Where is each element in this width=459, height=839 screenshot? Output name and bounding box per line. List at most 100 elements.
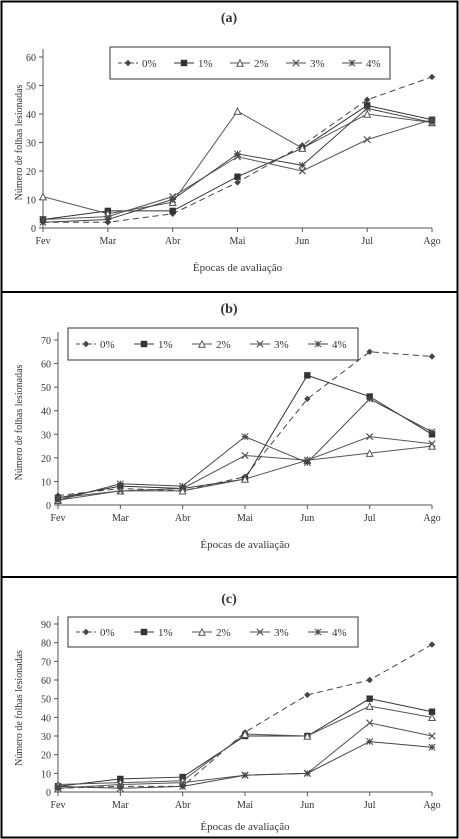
y-tick-label: 10 bbox=[41, 477, 51, 488]
data-point bbox=[234, 173, 241, 180]
data-point bbox=[298, 143, 307, 152]
y-tick-label: 60 bbox=[26, 53, 36, 64]
legend-label: 1% bbox=[158, 339, 173, 351]
series-4 bbox=[54, 738, 436, 792]
x-tick-label: Abr bbox=[175, 513, 191, 524]
y-tick-label: 70 bbox=[41, 657, 51, 668]
data-point bbox=[363, 96, 371, 103]
y-axis-label: Número de folhas lesionadas bbox=[14, 84, 25, 200]
legend-label: 4% bbox=[366, 58, 381, 70]
data-point bbox=[314, 340, 322, 348]
y-tick-label: 0 bbox=[46, 788, 51, 799]
data-point bbox=[363, 104, 371, 112]
x-tick-label: Jun bbox=[295, 236, 309, 247]
y-tick-label: 80 bbox=[41, 639, 51, 650]
data-point bbox=[428, 708, 436, 715]
data-point bbox=[116, 487, 124, 495]
y-tick-label: 30 bbox=[41, 430, 51, 441]
data-point bbox=[39, 218, 47, 226]
data-point bbox=[292, 59, 300, 67]
x-tick-label: Ago bbox=[423, 800, 440, 811]
data-point bbox=[233, 106, 242, 115]
data-point bbox=[140, 628, 148, 636]
x-tick-label: Fev bbox=[36, 236, 51, 247]
data-point bbox=[428, 743, 436, 751]
legend-label: 4% bbox=[332, 627, 347, 639]
x-tick-label: Jul bbox=[364, 513, 376, 524]
x-tick-label: Mar bbox=[112, 800, 129, 811]
data-point bbox=[116, 480, 124, 488]
legend: 0% 1% 2% 3% 4% bbox=[67, 616, 359, 648]
data-point bbox=[303, 731, 312, 740]
data-point bbox=[428, 353, 436, 360]
y-tick-label: 50 bbox=[41, 383, 51, 394]
legend-label: 3% bbox=[274, 627, 289, 639]
x-tick-label: Mai bbox=[237, 513, 253, 524]
data-point bbox=[54, 782, 62, 790]
y-tick-label: 10 bbox=[26, 196, 36, 207]
legend-label: 2% bbox=[254, 58, 269, 70]
y-tick-label: 30 bbox=[41, 732, 51, 743]
y-tick-label: 0 bbox=[31, 224, 36, 235]
x-tick-label: Jul bbox=[364, 800, 376, 811]
data-point bbox=[366, 738, 374, 746]
legend-label: 4% bbox=[332, 339, 347, 351]
legend-label: 2% bbox=[216, 627, 231, 639]
chart-panel-a: (a) 0 10 20 30 40 50 60 Fev Mar Abr Mai Jun Jul Ago Épo… bbox=[14, 11, 441, 274]
data-point bbox=[428, 641, 436, 648]
data-point bbox=[241, 771, 249, 779]
y-tick-label: 30 bbox=[26, 139, 36, 150]
y-tick-label: 10 bbox=[41, 769, 51, 780]
data-point bbox=[366, 719, 374, 727]
y-tick-label: 90 bbox=[41, 620, 51, 631]
data-point bbox=[298, 167, 306, 175]
data-point bbox=[256, 340, 264, 348]
y-tick-label: 70 bbox=[41, 336, 51, 347]
legend-label: 3% bbox=[274, 339, 289, 351]
data-point bbox=[140, 340, 148, 348]
data-point bbox=[240, 729, 250, 738]
legend: 0% 1% 2% 3% 4% bbox=[67, 327, 359, 361]
y-tick-label: 0 bbox=[46, 501, 51, 512]
data-point bbox=[363, 109, 372, 118]
y-tick-label: 20 bbox=[41, 751, 51, 762]
legend-label: 0% bbox=[100, 627, 115, 639]
legend: 0% 1% 2% 3% 4% bbox=[109, 46, 391, 80]
data-point bbox=[233, 150, 242, 158]
data-point bbox=[116, 784, 124, 792]
data-point bbox=[366, 676, 373, 684]
data-point bbox=[241, 451, 249, 460]
y-axis-label: Número de folhas lesionadas bbox=[14, 650, 25, 766]
x-tick-label: Jul bbox=[361, 236, 373, 247]
chart-title: (a) bbox=[221, 11, 238, 26]
data-point bbox=[197, 339, 207, 348]
y-axis-label: Número de folhas lesionadas bbox=[14, 364, 25, 480]
legend-label: 1% bbox=[158, 627, 173, 639]
data-point bbox=[427, 713, 437, 722]
data-point bbox=[38, 192, 48, 201]
x-tick-label: Fev bbox=[51, 513, 66, 524]
data-point bbox=[179, 482, 187, 490]
legend-label: 0% bbox=[100, 339, 115, 351]
y-tick-label: 40 bbox=[26, 110, 36, 121]
chart-panel-b: (b) 0 10 20 30 40 50 60 70 Fev Mar Abr Mai Jun Jul Ago É… bbox=[14, 302, 441, 551]
y-tick-label: 60 bbox=[41, 360, 51, 371]
x-axis-label: Épocas de avaliação bbox=[200, 539, 290, 551]
data-point bbox=[235, 58, 245, 67]
x-tick-label: Mai bbox=[237, 800, 253, 811]
x-tick-label: Mar bbox=[112, 513, 129, 524]
data-point bbox=[256, 628, 264, 636]
data-point bbox=[104, 215, 112, 224]
y-tick-label: 50 bbox=[26, 82, 36, 93]
data-point bbox=[304, 395, 311, 403]
data-point bbox=[366, 395, 374, 403]
data-point bbox=[179, 782, 187, 790]
data-point bbox=[169, 207, 176, 215]
data-point bbox=[82, 628, 90, 636]
data-point bbox=[365, 701, 374, 710]
x-tick-label: Abr bbox=[175, 800, 191, 811]
data-point bbox=[348, 59, 356, 67]
data-point bbox=[303, 459, 311, 467]
